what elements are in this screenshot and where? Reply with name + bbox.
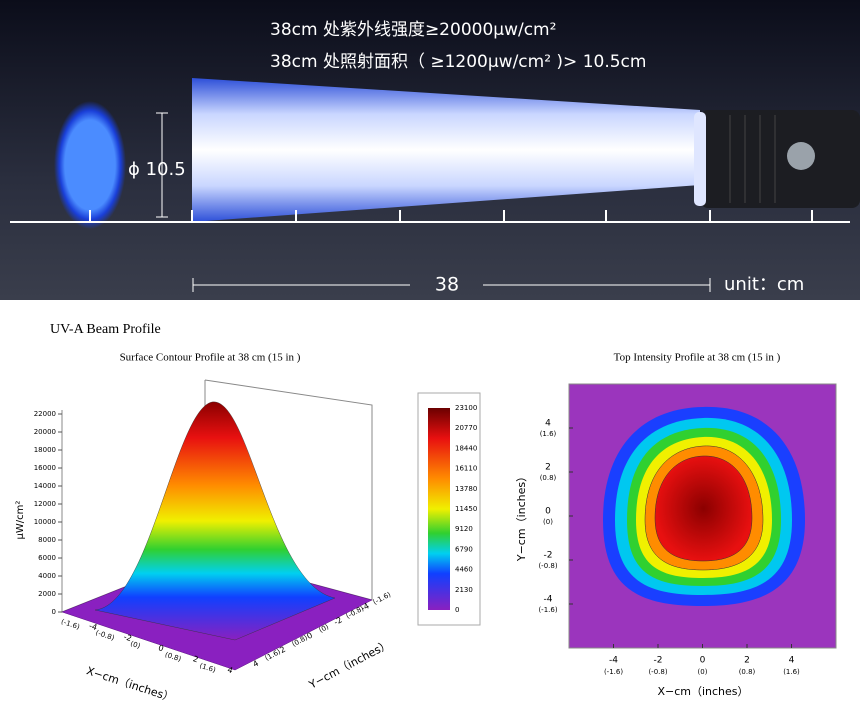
x-inch-label: (1.6) [783,668,800,676]
z-tick-label: 10000 [34,518,56,526]
diameter-label: ϕ 10.5 [128,159,186,180]
z-tick-label: 4000 [38,572,56,580]
y-tick-label: 4 [251,659,260,669]
x-inch-label: (0) [698,668,708,676]
z-axis-label: μW/cm² [15,501,26,540]
x-tick-label: 4 [789,656,795,666]
x-inch-label: (0) [129,640,141,651]
z-tick-label: 16000 [34,464,56,472]
y-inch-label: (1.6) [540,430,557,438]
x-tick-label: 2 [192,654,200,664]
colorbar-label: 16110 [455,465,477,473]
y-inch-label: (0.8) [540,474,557,482]
x-tick-label: 2 [744,656,750,666]
plot-title: Top Intensity Profile at 38 cm (15 in ) [614,352,781,364]
dimension-lines [156,112,711,292]
x-inch-label: (-0.8) [95,629,116,643]
spec-line: 38cm 处照射面积（ ≥1200μw/cm² )> 10.5cm [270,52,646,72]
x-tick-label: 0 [700,656,706,666]
z-tick-label: 6000 [38,554,56,562]
y-inch-label: (-0.8) [538,562,557,570]
x-inch-label: (0.8) [739,668,756,676]
colorbar [428,408,450,610]
y-inch-label: (0) [318,623,331,635]
flashlight [694,110,860,208]
y-tick-label: -2 [544,551,553,561]
beam-spot [54,101,126,229]
colorbar-label: 2130 [455,586,473,594]
colorbar-frame [417,392,481,626]
x-tick-label: 0 [157,643,165,653]
z-tick-label: 14000 [34,482,56,490]
intensity-contours [603,406,805,606]
spec-line: 38cm 处紫外线强度≥20000μw/cm² [270,20,556,40]
z-tick-label: 22000 [34,410,56,418]
y-tick-label: 0 [545,507,551,517]
y-axis-label: Y−cm（inches） [515,471,528,562]
y-tick-label: 4 [545,419,551,429]
z-tick-label: 20000 [34,428,56,436]
plot-title: Surface Contour Profile at 38 cm (15 in … [120,352,301,364]
y-tick-label: 2 [545,463,551,473]
y-tick-label: 2 [278,645,287,655]
colorbar-label: 6790 [455,545,473,553]
y-inch-label: (-1.6) [538,606,557,614]
x-tick-label: -2 [123,632,133,643]
x-axis-label: X−cm（inches） [657,685,748,698]
x-tick-label: -4 [88,621,98,632]
y-axis-label: Y−cm（inches） [306,638,393,692]
x-inch-label: (1.6) [198,662,217,675]
colorbar-label: 23100 [455,404,477,412]
colorbar-label: 11450 [455,505,477,513]
z-tick-label: 8000 [38,536,56,544]
colorbar-label: 20770 [455,424,477,432]
x-inch-label: (0.8) [164,651,183,664]
colorbar-label: 0 [455,606,459,614]
colorbar-label: 13780 [455,485,477,493]
z-tick-label: 2000 [38,590,56,598]
x-inch-label: (-0.8) [648,668,667,676]
x-inch-label: (-1.6) [60,618,81,632]
colorbar-label: 18440 [455,444,477,452]
x-axis-label: X−cm（inches） [85,664,176,705]
y-tick-label: -4 [544,595,553,605]
z-tick-label: 18000 [34,446,56,454]
y-inch-label: (-1.6) [372,590,393,606]
x-tick-label: -2 [654,656,663,666]
y-tick-label: -2 [332,615,343,627]
colorbar-label: 4460 [455,566,473,574]
ruler [10,210,850,223]
x-tick-label: 4 [226,665,234,675]
y-inch-label: (0) [543,518,553,526]
colorbar-label: 9120 [455,525,473,533]
surface-peak [94,401,336,641]
z-tick-label: 0 [52,608,56,616]
z-tick-label: 12000 [34,500,56,508]
section-title: UV-A Beam Profile [50,322,161,337]
distance-label: 38 [435,274,459,296]
x-inch-label: (-1.6) [604,668,623,676]
beam [192,78,700,222]
y-tick-label: -4 [359,601,370,613]
unit-label: unit：cm [724,274,804,295]
y-tick-label: 0 [305,631,314,641]
x-tick-label: -4 [609,656,618,666]
